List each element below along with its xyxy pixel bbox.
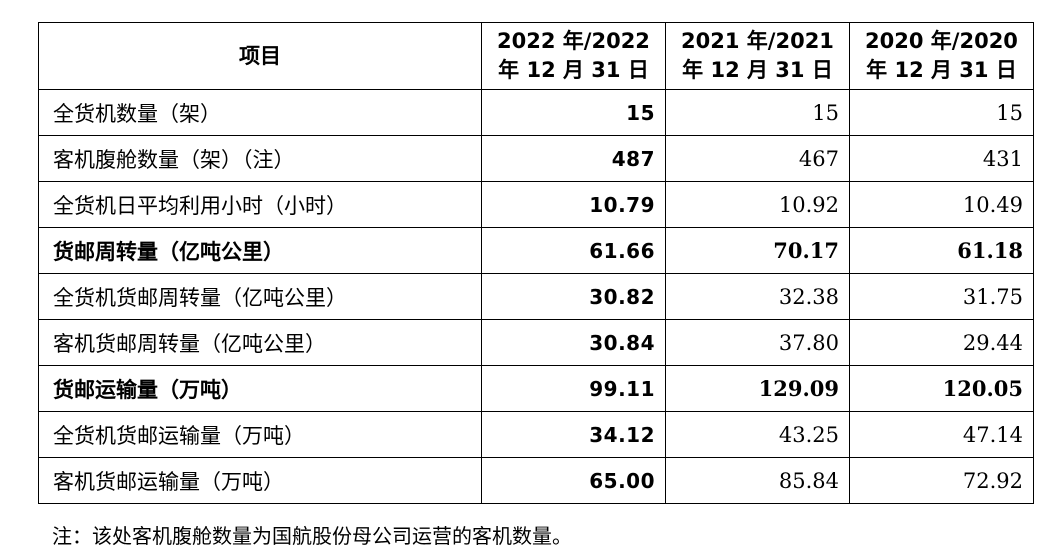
- value-2021: 43.25: [665, 411, 850, 458]
- value-2021: 85.84: [665, 457, 850, 504]
- header-2022: 2022 年/2022 年 12 月 31 日: [481, 22, 666, 90]
- table-row: 全货机货邮周转量（亿吨公里） 30.82 32.38 31.75: [38, 273, 1034, 320]
- header-item: 项目: [38, 22, 482, 90]
- value-2020: 31.75: [849, 273, 1034, 320]
- header-2020-line2: 年 12 月 31 日: [866, 58, 1017, 82]
- value-2022: 65.00: [481, 457, 666, 504]
- header-2021-line1: 2021 年/2021: [681, 29, 834, 53]
- value-2021: 37.80: [665, 319, 850, 366]
- header-2021-line2: 年 12 月 31 日: [682, 58, 833, 82]
- value-2022: 30.82: [481, 273, 666, 320]
- value-2022: 10.79: [481, 181, 666, 228]
- value-2020: 15: [849, 89, 1034, 136]
- value-2021: 10.92: [665, 181, 850, 228]
- value-2020: 29.44: [849, 319, 1034, 366]
- header-2022-line1: 2022 年/2022: [497, 29, 650, 53]
- table-row: 货邮周转量（亿吨公里） 61.66 70.17 61.18: [38, 227, 1034, 274]
- header-2020: 2020 年/2020 年 12 月 31 日: [849, 22, 1034, 90]
- table-row: 全货机数量（架） 15 15 15: [38, 89, 1034, 136]
- value-2021: 15: [665, 89, 850, 136]
- row-label: 货邮周转量（亿吨公里）: [38, 227, 482, 274]
- table-row: 全货机日平均利用小时（小时） 10.79 10.92 10.49: [38, 181, 1034, 228]
- row-label: 全货机货邮运输量（万吨）: [38, 411, 482, 458]
- value-2020: 72.92: [849, 457, 1034, 504]
- header-2021: 2021 年/2021 年 12 月 31 日: [665, 22, 850, 90]
- value-2022: 15: [481, 89, 666, 136]
- table-row: 货邮运输量（万吨） 99.11 129.09 120.05: [38, 365, 1034, 412]
- value-2021: 129.09: [665, 365, 850, 412]
- row-label: 客机腹舱数量（架）（注）: [38, 135, 482, 182]
- value-2022: 30.84: [481, 319, 666, 366]
- value-2021: 467: [665, 135, 850, 182]
- table-row: 全货机货邮运输量（万吨） 34.12 43.25 47.14: [38, 411, 1034, 458]
- value-2022: 61.66: [481, 227, 666, 274]
- header-2020-line1: 2020 年/2020: [865, 29, 1018, 53]
- value-2021: 70.17: [665, 227, 850, 274]
- row-label: 货邮运输量（万吨）: [38, 365, 482, 412]
- row-label: 客机货邮运输量（万吨）: [38, 457, 482, 504]
- header-2022-line2: 年 12 月 31 日: [498, 58, 649, 82]
- table-header-row: 项目 2022 年/2022 年 12 月 31 日 2021 年/2021 年…: [38, 22, 1034, 90]
- value-2020: 61.18: [849, 227, 1034, 274]
- footnote: 注：该处客机腹舱数量为国航股份母公司运营的客机数量。: [52, 524, 572, 548]
- row-label: 全货机日平均利用小时（小时）: [38, 181, 482, 228]
- row-label: 全货机货邮周转量（亿吨公里）: [38, 273, 482, 320]
- value-2022: 99.11: [481, 365, 666, 412]
- table-row: 客机货邮周转量（亿吨公里） 30.84 37.80 29.44: [38, 319, 1034, 366]
- value-2021: 32.38: [665, 273, 850, 320]
- value-2022: 34.12: [481, 411, 666, 458]
- cargo-statistics-table: 项目 2022 年/2022 年 12 月 31 日 2021 年/2021 年…: [38, 22, 1034, 504]
- table-row: 客机货邮运输量（万吨） 65.00 85.84 72.92: [38, 457, 1034, 504]
- table-row: 客机腹舱数量（架）（注） 487 467 431: [38, 135, 1034, 182]
- value-2020: 10.49: [849, 181, 1034, 228]
- value-2020: 47.14: [849, 411, 1034, 458]
- row-label: 全货机数量（架）: [38, 89, 482, 136]
- row-label: 客机货邮周转量（亿吨公里）: [38, 319, 482, 366]
- value-2020: 120.05: [849, 365, 1034, 412]
- value-2022: 487: [481, 135, 666, 182]
- value-2020: 431: [849, 135, 1034, 182]
